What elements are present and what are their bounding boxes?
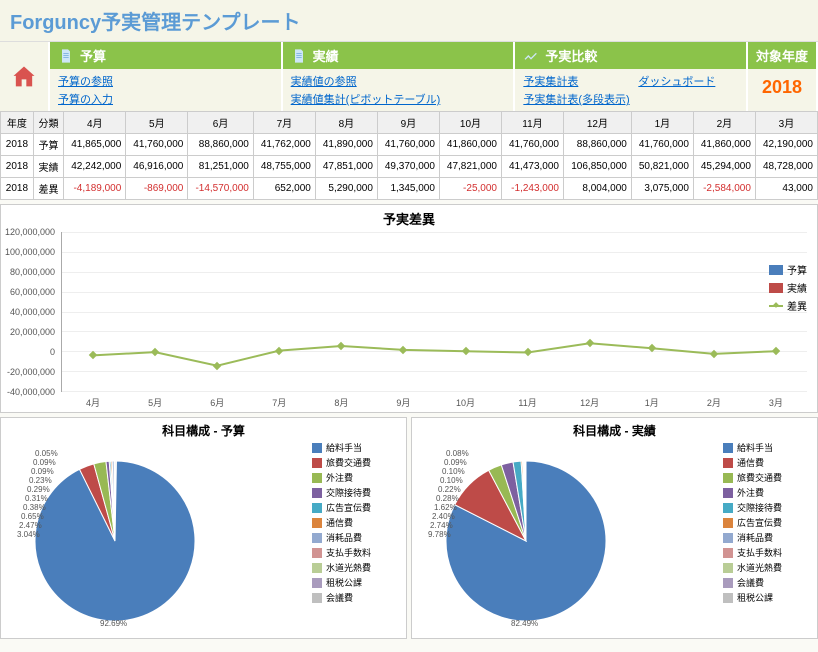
pie-legend-item: 外注費 [312, 471, 402, 484]
pie-legend-item: 給料手当 [723, 441, 813, 454]
link-budget-ref[interactable]: 予算の参照 [58, 73, 273, 89]
pie-panel: 科目構成 - 実績0.08%0.09%0.10%0.10%0.22%0.28%1… [411, 417, 818, 639]
link-compare-summary[interactable]: 予実集計表 [523, 73, 578, 89]
home-button[interactable] [0, 42, 50, 111]
pie-panel: 科目構成 - 予算0.05%0.09%0.09%0.23%0.29%0.31%0… [0, 417, 407, 639]
year-value: 2018 [748, 69, 816, 106]
nav-bar: 予算 予算の参照 予算の入力 実績 実績値の参照 実績値集計(ピボットテーブル)… [0, 42, 818, 111]
nav-budget: 予算 予算の参照 予算の入力 [50, 42, 283, 111]
pie-legend-item: 支払手数料 [312, 546, 402, 559]
bar-chart-title: 予実差異 [1, 205, 817, 232]
pie-legend-item: 支払手数料 [723, 546, 813, 559]
pie-legend-item: 交際接待費 [312, 486, 402, 499]
pie-legend-item: 交際接待費 [723, 501, 813, 514]
table-header: 10月 [439, 112, 501, 134]
table-header: 3月 [755, 112, 817, 134]
pie-legend-item: 会議費 [723, 576, 813, 589]
pie-legend-item: 租税公課 [723, 591, 813, 604]
bar-chart-panel: 予実差異 -40,000,000-20,000,000020,000,00040… [0, 204, 818, 413]
pie-legend-item: 租税公課 [312, 576, 402, 589]
pie-legend-item: 広告宣伝費 [312, 501, 402, 514]
nav-actual: 実績 実績値の参照 実績値集計(ピボットテーブル) [283, 42, 516, 111]
link-actual-pivot[interactable]: 実績値集計(ピボットテーブル) [291, 91, 506, 107]
pie-legend-item: 消耗品費 [723, 531, 813, 544]
table-header: 1月 [631, 112, 693, 134]
link-budget-input[interactable]: 予算の入力 [58, 91, 273, 107]
table-header: 11月 [501, 112, 563, 134]
pie-legend-item: 会議費 [312, 591, 402, 604]
table-header: 分類 [33, 112, 63, 134]
pie-legend-item: 通信費 [723, 456, 813, 469]
pie-legend-item: 外注費 [723, 486, 813, 499]
table-header: 8月 [315, 112, 377, 134]
pie-legend-item: 広告宣伝費 [723, 516, 813, 529]
pie-legend-item: 給料手当 [312, 441, 402, 454]
pie-legend-item: 旅費交通費 [312, 456, 402, 469]
chart-icon [523, 48, 539, 64]
nav-actual-header: 実績 [283, 42, 514, 69]
year-label: 対象年度 [748, 42, 816, 69]
pie-legend-item: 通信費 [312, 516, 402, 529]
table-header: 6月 [188, 112, 254, 134]
table-row: 2018実績42,242,00046,916,00081,251,00048,7… [1, 156, 818, 178]
bar-legend: 予算 実績 差異 [769, 262, 807, 316]
nav-budget-header: 予算 [50, 42, 281, 69]
table-header: 7月 [253, 112, 315, 134]
table-header: 12月 [564, 112, 632, 134]
document-icon [58, 48, 74, 64]
table-header: 5月 [126, 112, 188, 134]
pie-legend-item: 旅費交通費 [723, 471, 813, 484]
link-dashboard[interactable]: ダッシュボード [638, 73, 715, 89]
summary-table: 年度分類4月5月6月7月8月9月10月11月12月1月2月3月 2018予算41… [0, 111, 818, 200]
link-actual-ref[interactable]: 実績値の参照 [291, 73, 506, 89]
pie-legend-item: 水道光熱費 [312, 561, 402, 574]
app-title: Forguncy予実管理テンプレート [0, 0, 818, 42]
nav-compare: 予実比較 予実集計表 ダッシュボード 予実集計表(多段表示) [515, 42, 748, 111]
document-icon [291, 48, 307, 64]
link-compare-multi[interactable]: 予実集計表(多段表示) [523, 91, 738, 107]
table-row: 2018予算41,865,00041,760,00088,860,00041,7… [1, 134, 818, 156]
table-header: 4月 [64, 112, 126, 134]
table-header: 9月 [377, 112, 439, 134]
table-header: 2月 [693, 112, 755, 134]
nav-year: 対象年度 2018 [748, 42, 818, 111]
table-row: 2018差異-4,189,000-869,000-14,570,000652,0… [1, 178, 818, 200]
nav-compare-header: 予実比較 [515, 42, 746, 69]
table-header: 年度 [1, 112, 34, 134]
pie-legend-item: 水道光熱費 [723, 561, 813, 574]
pie-legend-item: 消耗品費 [312, 531, 402, 544]
